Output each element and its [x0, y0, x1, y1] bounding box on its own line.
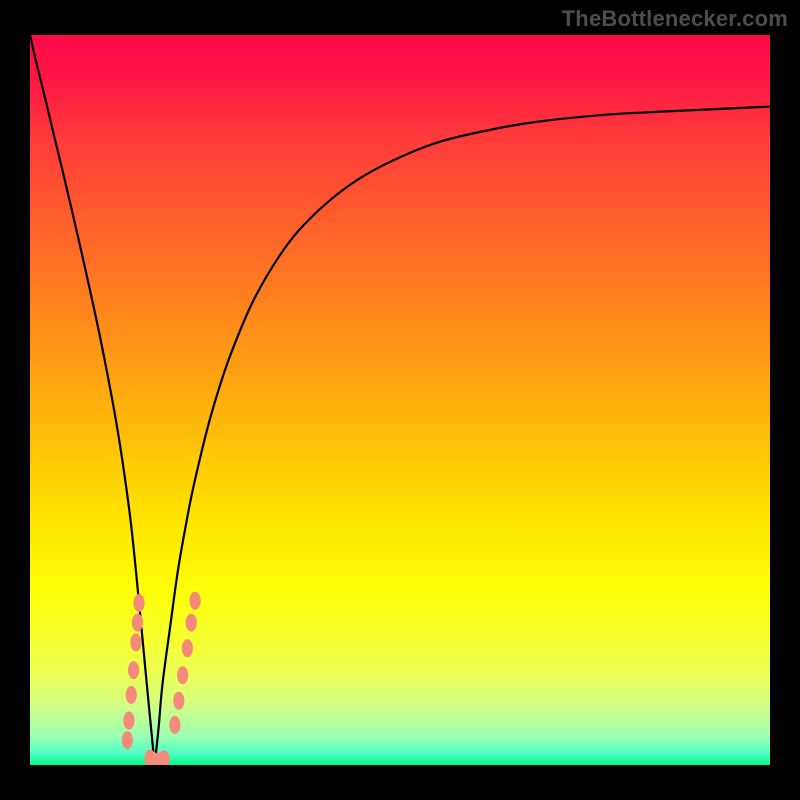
marker-point	[132, 614, 143, 632]
marker-point	[126, 686, 137, 704]
marker-point	[190, 592, 201, 610]
marker-point	[173, 692, 184, 710]
marker-point	[128, 661, 139, 679]
marker-point	[182, 639, 193, 657]
chart-svg	[30, 35, 770, 765]
marker-point	[130, 633, 141, 651]
gradient-background	[30, 35, 770, 765]
marker-point	[122, 731, 133, 749]
marker-point	[177, 666, 188, 684]
marker-point	[169, 716, 180, 734]
chart-frame: TheBottlenecker.com	[0, 0, 800, 800]
marker-point	[186, 614, 197, 632]
plot-area	[30, 35, 770, 765]
watermark-text: TheBottlenecker.com	[562, 6, 788, 32]
marker-point	[123, 711, 134, 729]
marker-point	[133, 594, 144, 612]
